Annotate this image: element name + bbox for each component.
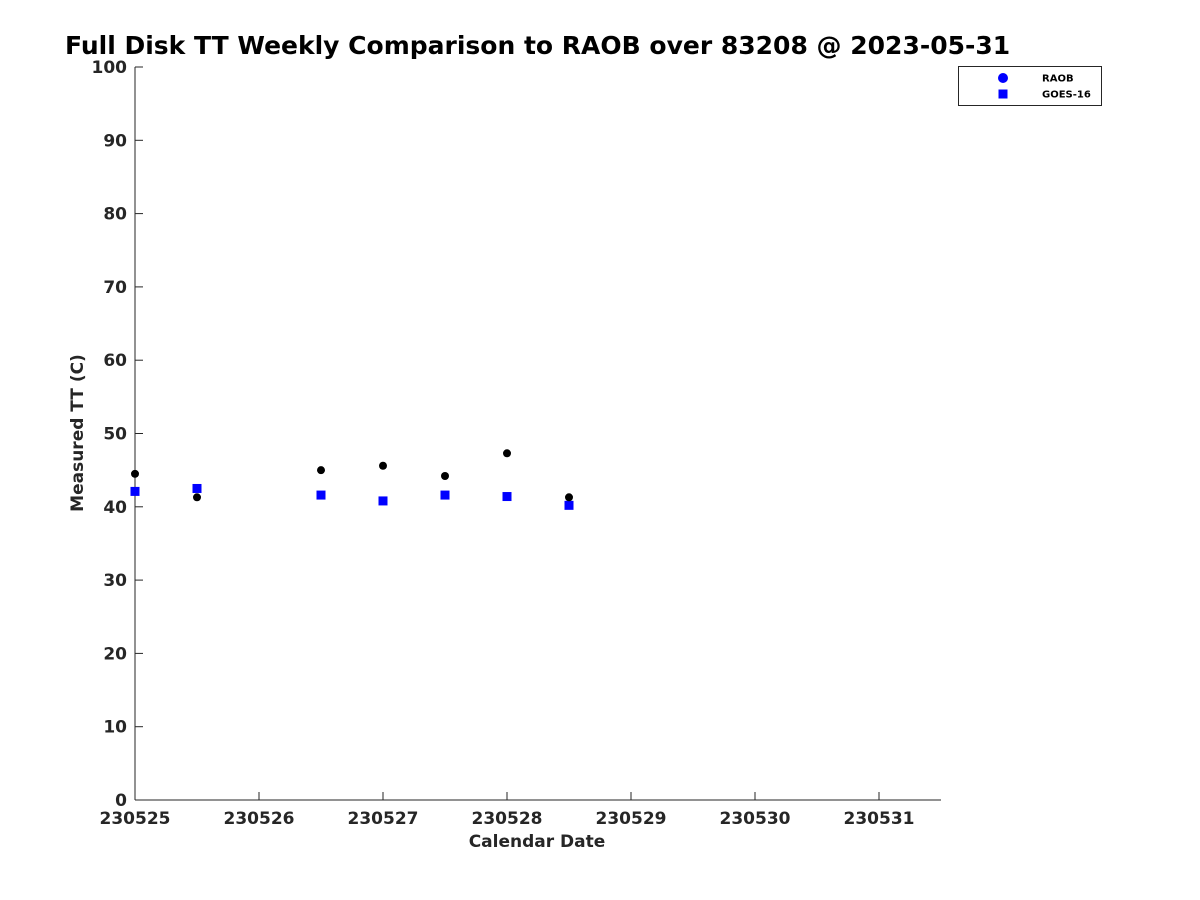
x-tick-label: 230526 — [224, 809, 295, 829]
goes16-point — [316, 490, 326, 500]
legend-raob-marker — [998, 73, 1008, 83]
y-tick-label: 50 — [103, 425, 127, 445]
raob-point — [317, 466, 325, 475]
data-points — [130, 449, 574, 510]
raob-point — [131, 469, 139, 478]
legend-goes-label: GOES-16 — [1042, 90, 1091, 101]
y-tick-label: 0 — [115, 791, 127, 811]
raob-point — [503, 449, 511, 458]
y-ticks: 0 10 20 30 40 50 60 70 80 90 100 — [92, 58, 143, 811]
raob-point — [379, 461, 387, 470]
y-tick-label: 20 — [103, 644, 127, 664]
goes16-point — [564, 500, 574, 510]
y-tick-label: 40 — [103, 498, 127, 518]
legend-box — [958, 66, 1102, 106]
chart-title: Full Disk TT Weekly Comparison to RAOB o… — [65, 31, 1010, 60]
raob-point — [193, 493, 201, 502]
y-tick-label: 70 — [103, 278, 127, 298]
y-tick-label: 10 — [103, 718, 127, 738]
goes16-point — [502, 492, 512, 502]
y-tick-label: 90 — [103, 131, 127, 151]
goes16-point — [192, 483, 202, 493]
x-ticks: 230525 230526 230527 230528 230529 230530 2305… — [100, 792, 915, 829]
goes16-point — [378, 496, 388, 506]
x-tick-label: 230529 — [596, 809, 667, 829]
y-tick-label: 100 — [92, 58, 128, 78]
x-tick-label: 230531 — [844, 809, 915, 829]
goes16-point — [130, 486, 140, 496]
raob-point — [565, 493, 573, 502]
x-tick-label: 230530 — [720, 809, 791, 829]
y-tick-label: 30 — [103, 571, 127, 591]
legend-raob-label: RAOB — [1042, 74, 1074, 85]
y-tick-label: 60 — [103, 351, 127, 371]
legend-goes-marker — [998, 89, 1008, 99]
raob-point — [441, 472, 449, 481]
y-tick-label: 80 — [103, 205, 127, 225]
x-axis-label: Calendar Date — [469, 832, 606, 852]
x-tick-label: 230527 — [348, 809, 419, 829]
x-tick-label: 230525 — [100, 809, 171, 829]
legend: RAOB GOES-16 — [958, 66, 1102, 106]
y-axis-label: Measured TT (C) — [68, 354, 88, 512]
x-tick-label: 230528 — [472, 809, 543, 829]
goes16-point — [440, 490, 450, 500]
